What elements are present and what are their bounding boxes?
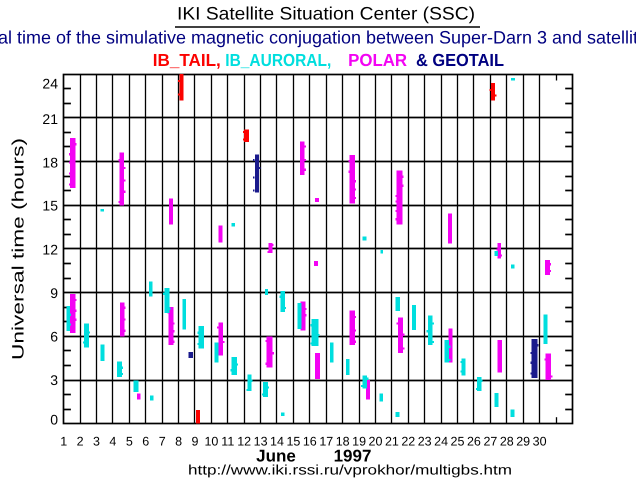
svg-text:11: 11 xyxy=(221,435,234,449)
svg-text:21: 21 xyxy=(42,111,58,127)
svg-text:30: 30 xyxy=(533,435,547,449)
svg-text:9: 9 xyxy=(192,435,199,449)
svg-text:1: 1 xyxy=(60,435,67,449)
svg-text:13: 13 xyxy=(254,435,268,449)
svg-text:IKI Satellite Situation Center: IKI Satellite Situation Center (SSC) xyxy=(177,4,475,24)
svg-text:14: 14 xyxy=(270,435,284,449)
svg-text:8: 8 xyxy=(175,435,182,449)
svg-text:28: 28 xyxy=(500,435,514,449)
svg-text:23: 23 xyxy=(418,435,432,449)
svg-text:1997: 1997 xyxy=(334,447,372,466)
svg-text:http://www.iki.rssi.ru/vprokho: http://www.iki.rssi.ru/vprokhor/multigbs… xyxy=(188,463,512,478)
svg-text:IB_TAIL,: IB_TAIL, xyxy=(153,50,221,70)
svg-text:4: 4 xyxy=(109,435,116,449)
svg-text:12: 12 xyxy=(42,242,58,258)
svg-text:16: 16 xyxy=(303,435,317,449)
svg-text:15: 15 xyxy=(286,435,300,449)
svg-text:10: 10 xyxy=(204,435,218,449)
svg-text:12: 12 xyxy=(237,435,251,449)
svg-text:Universal time (hours): Universal time (hours) xyxy=(10,138,28,360)
svg-text:5: 5 xyxy=(126,435,133,449)
svg-text:POLAR: POLAR xyxy=(348,50,407,70)
svg-text:24: 24 xyxy=(42,76,58,92)
svg-text:24: 24 xyxy=(434,435,448,449)
svg-text:25: 25 xyxy=(451,435,465,449)
svg-text:18: 18 xyxy=(42,155,58,171)
svg-text:7: 7 xyxy=(159,435,166,449)
svg-text:IB_AURORAL,: IB_AURORAL, xyxy=(225,50,331,70)
svg-text:20: 20 xyxy=(369,435,383,449)
svg-text:3: 3 xyxy=(50,372,58,388)
svg-text:& GEOTAIL: & GEOTAIL xyxy=(416,50,504,70)
svg-text:21: 21 xyxy=(385,435,399,449)
svg-text:2: 2 xyxy=(77,435,84,449)
svg-text:al time of the simulative magn: al time of the simulative magnetic conju… xyxy=(0,28,636,48)
svg-text:June: June xyxy=(256,447,296,466)
svg-text:18: 18 xyxy=(336,435,350,449)
svg-text:6: 6 xyxy=(50,329,58,345)
svg-text:29: 29 xyxy=(516,435,530,449)
svg-text:27: 27 xyxy=(483,435,497,449)
svg-text:22: 22 xyxy=(401,435,415,449)
svg-text:26: 26 xyxy=(467,435,481,449)
svg-text:15: 15 xyxy=(42,198,58,214)
svg-text:3: 3 xyxy=(93,435,100,449)
svg-text:17: 17 xyxy=(319,435,333,449)
svg-text:6: 6 xyxy=(142,435,149,449)
svg-text:9: 9 xyxy=(50,285,58,301)
svg-text:19: 19 xyxy=(352,435,366,449)
svg-text:0: 0 xyxy=(50,412,58,428)
